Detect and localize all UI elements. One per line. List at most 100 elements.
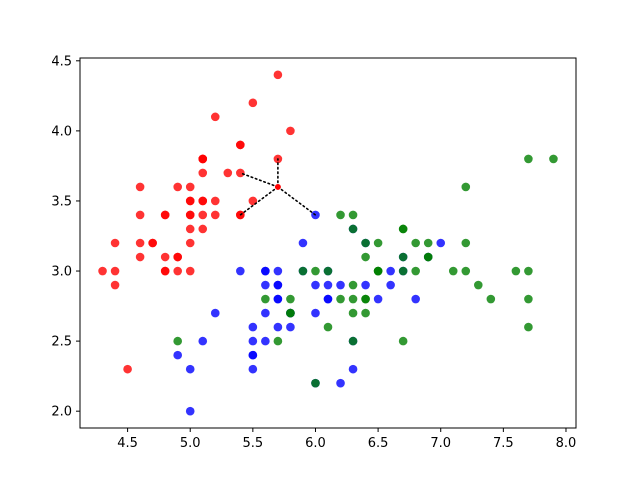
data-point-s2-16 [348,280,358,290]
data-point-s1-11 [261,336,270,346]
data-point-s0-22 [185,224,195,234]
x-tick-label-3: 6.0 [305,436,326,451]
data-point-s2-38 [448,266,458,276]
data-point-s0-37 [210,196,220,206]
data-point-s1-42 [373,294,383,304]
data-point-s2-27 [373,238,383,248]
data-point-s0-20 [185,266,195,276]
data-point-s2-12 [336,210,345,220]
neighbor-line-1 [239,172,279,188]
data-point-s2-41 [461,182,471,192]
data-point-s0-31 [198,196,208,206]
data-point-s2-4 [286,308,295,318]
data-point-s1-26 [298,238,308,248]
data-point-s0-7 [135,210,145,220]
data-point-s1-18 [273,294,283,304]
y-tick-label-5: 4.5 [51,54,72,69]
x-tick-label-1: 5.0 [180,436,201,451]
data-point-s1-20 [273,280,283,290]
data-point-s0-32 [198,168,208,178]
data-point-s0-42 [236,168,245,178]
data-point-s2-47 [524,266,533,276]
data-point-s1-43 [386,280,395,290]
data-point-s0-35 [198,154,208,164]
data-point-s1-33 [323,280,333,290]
data-point-s1-13 [261,280,270,290]
data-point-s2-28 [398,336,408,346]
data-point-s0-13 [160,252,170,262]
data-point-s2-13 [348,336,358,346]
data-point-s1-5 [236,266,245,276]
data-point-s0-1 [110,280,120,290]
data-point-s2-0 [173,336,182,346]
data-point-s0-46 [248,98,258,108]
data-point-s0-27 [185,182,195,192]
data-point-s2-29 [398,266,408,276]
plot-frame [79,57,577,429]
data-point-s0-0 [98,266,107,276]
y-tick-label-4: 4.0 [51,124,72,139]
data-point-s0-12 [160,266,170,276]
data-point-s1-8 [248,350,258,360]
data-points [98,70,558,416]
data-point-s1-22 [286,322,295,332]
neighbor-line-3 [277,186,317,216]
data-point-s1-0 [173,350,182,360]
data-point-s1-10 [248,322,258,332]
data-point-s2-1 [261,294,270,304]
data-point-s2-9 [323,322,333,332]
data-point-s1-37 [348,364,358,374]
data-point-s2-44 [511,266,521,276]
data-point-s2-19 [361,308,370,318]
x-tick-label-6: 7.5 [493,436,514,451]
data-point-s2-30 [398,252,408,262]
data-point-s0-19 [173,182,182,192]
x-tick-label-7: 8.0 [556,436,577,451]
data-point-s2-22 [361,252,370,262]
data-point-s2-39 [461,266,471,276]
neighbor-line-2 [239,186,279,216]
data-point-s1-4 [210,308,220,318]
data-point-s2-6 [298,266,308,276]
data-point-s2-23 [361,238,370,248]
data-point-s1-28 [311,308,320,318]
x-tick-label-4: 6.5 [368,436,389,451]
data-point-s2-37 [423,238,433,248]
data-point-s2-21 [361,294,370,304]
x-tick-label-2: 5.5 [243,436,264,451]
data-point-s0-16 [173,266,182,276]
data-point-s2-43 [486,294,496,304]
data-point-s2-8 [311,266,320,276]
data-point-s0-49 [286,126,295,136]
data-point-s1-49 [436,238,446,248]
data-point-s2-46 [524,294,533,304]
data-point-s0-21 [185,238,195,248]
data-point-s0-44 [236,140,245,150]
data-point-s1-21 [273,266,283,276]
query-point [274,183,281,190]
data-point-s1-3 [198,336,208,346]
data-point-s1-32 [323,294,333,304]
data-point-s0-26 [185,196,195,206]
data-point-s1-40 [361,280,370,290]
y-tick-label-1: 2.5 [51,335,72,350]
plot-area [80,58,576,428]
data-point-s2-10 [323,266,333,276]
data-point-s0-3 [110,238,120,248]
data-point-s2-34 [411,238,420,248]
x-axis: 4.5 5.0 5.5 6.0 6.5 7.0 7.5 8.0 [117,428,576,451]
y-axis: 2.0 2.5 3.0 3.5 4.0 4.5 [51,54,80,420]
data-point-s1-15 [261,266,270,276]
data-point-s1-1 [185,406,195,416]
data-point-s2-40 [461,238,471,248]
data-point-s2-36 [423,252,433,262]
data-point-s2-45 [524,322,533,332]
data-point-s0-24 [185,210,195,220]
data-point-s0-38 [210,112,220,122]
x-tick-label-5: 7.0 [430,436,451,451]
data-point-s2-48 [524,154,533,164]
data-point-s2-26 [373,266,383,276]
data-point-s0-2 [110,266,120,276]
data-point-s2-5 [286,294,295,304]
